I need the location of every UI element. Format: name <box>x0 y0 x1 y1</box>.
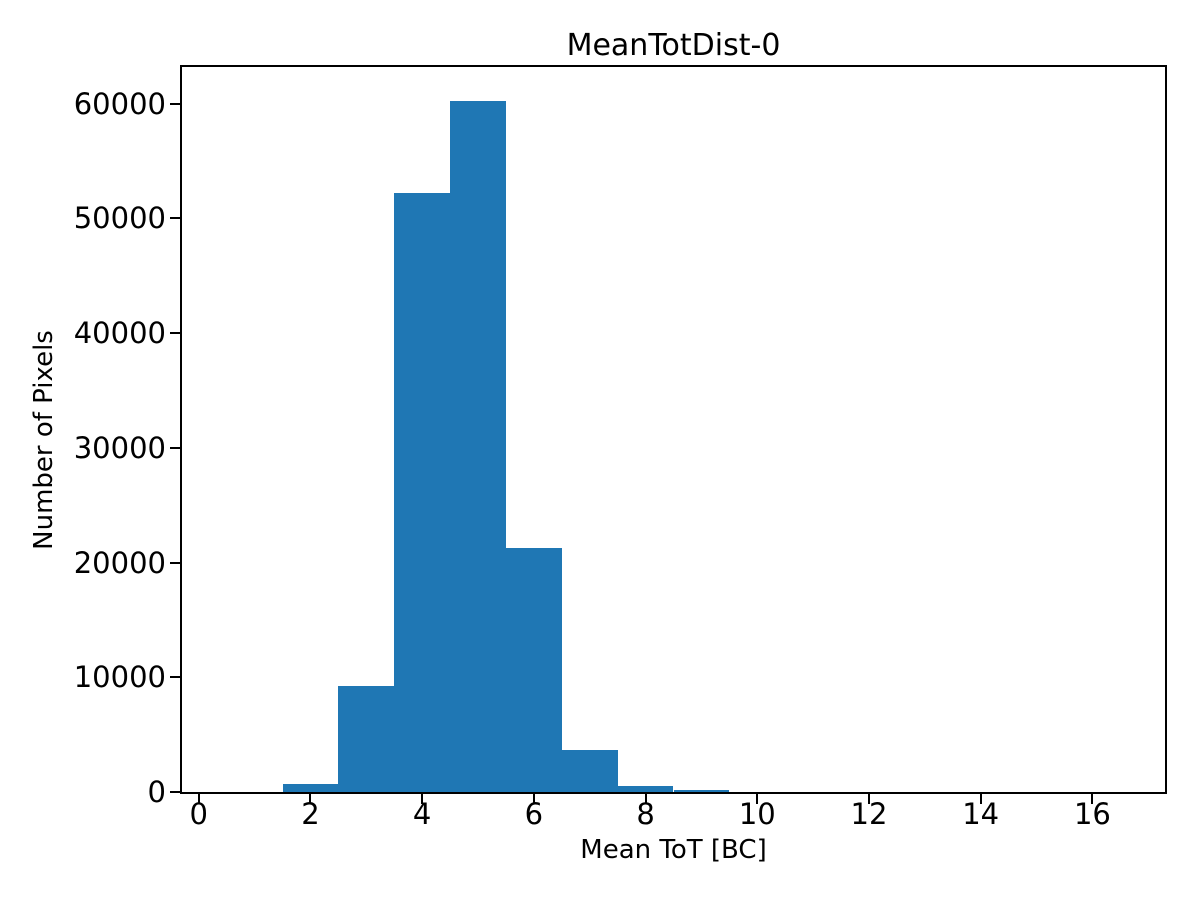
x-tick <box>867 794 870 804</box>
x-tick-label: 8 <box>636 797 655 831</box>
y-tick-label: 20000 <box>73 545 166 580</box>
histogram-bar <box>450 101 506 792</box>
y-axis-label: Number of Pixels <box>29 330 59 550</box>
x-tick-label: 14 <box>962 797 1000 831</box>
y-tick <box>170 332 180 335</box>
x-tick-label: 16 <box>1073 797 1111 831</box>
chart-title: MeanTotDist-0 <box>566 28 781 63</box>
x-tick-label: 10 <box>738 797 776 831</box>
y-tick-label: 10000 <box>73 660 166 695</box>
x-tick-label: 4 <box>412 797 432 831</box>
histogram-bar <box>561 749 618 792</box>
x-tick <box>1091 794 1094 804</box>
histogram-bar <box>673 790 730 792</box>
x-tick <box>421 794 424 804</box>
x-tick <box>979 794 982 804</box>
y-tick-label: 30000 <box>73 430 166 465</box>
x-tick <box>532 794 535 804</box>
histogram-bar <box>617 786 674 792</box>
x-tick-label: 2 <box>301 797 320 831</box>
y-tick-label: 0 <box>147 775 166 809</box>
x-tick <box>644 794 647 804</box>
y-tick-label: 60000 <box>73 86 166 121</box>
y-tick <box>170 217 180 220</box>
x-tick-label: 6 <box>524 797 544 831</box>
y-tick <box>170 102 180 105</box>
histogram-bar <box>282 783 339 792</box>
y-tick <box>170 791 180 793</box>
y-tick <box>170 561 180 564</box>
histogram-bar <box>338 686 395 792</box>
x-tick-label: 12 <box>850 797 888 831</box>
plot-area: 0 2 4 6 8 10 12 14 16 0 10000 20000 30000 40000 50000 6… <box>74 65 1167 829</box>
x-tick-label: 0 <box>189 797 208 831</box>
histogram-bar <box>505 547 562 792</box>
y-tick-label: 40000 <box>73 316 166 351</box>
x-axis-label: Mean ToT [BC] <box>580 835 767 865</box>
histogram-bar <box>394 193 451 792</box>
x-tick <box>756 794 759 804</box>
x-tick <box>309 794 312 804</box>
y-tick <box>170 676 180 679</box>
y-tick <box>170 446 180 449</box>
x-tick <box>197 794 200 804</box>
y-tick-label: 50000 <box>73 201 166 236</box>
